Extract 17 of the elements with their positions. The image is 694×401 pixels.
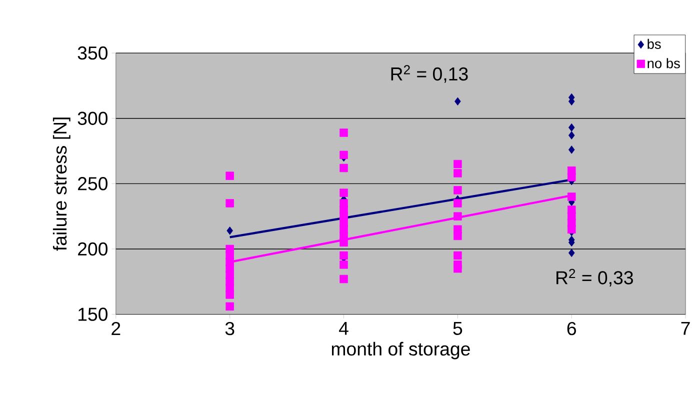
y-axis-title: failure stress [N] bbox=[52, 118, 70, 251]
x-tick-label: 2 bbox=[112, 322, 120, 336]
legend-label: no bs bbox=[648, 58, 680, 68]
x-tick-label: 5 bbox=[453, 322, 462, 336]
x-tick-label: 3 bbox=[225, 322, 234, 336]
x-tick-label: 6 bbox=[567, 322, 576, 336]
annotation: R$^{2}$ = 0,33 bbox=[556, 269, 633, 287]
x-tick-label: 7 bbox=[681, 322, 690, 335]
legend-label: bs bbox=[648, 39, 661, 50]
y-tick-label: 200 bbox=[78, 242, 108, 256]
y-tick-label: 350 bbox=[78, 46, 108, 60]
y-tick-label: 300 bbox=[78, 112, 108, 126]
annotation: R$^{2}$ = 0,13 bbox=[391, 65, 468, 83]
x-axis-title: month of storage bbox=[332, 342, 470, 360]
x-tick-label: 4 bbox=[339, 322, 348, 335]
y-tick-label: 250 bbox=[78, 177, 108, 190]
y-tick-label: 150 bbox=[78, 308, 108, 322]
